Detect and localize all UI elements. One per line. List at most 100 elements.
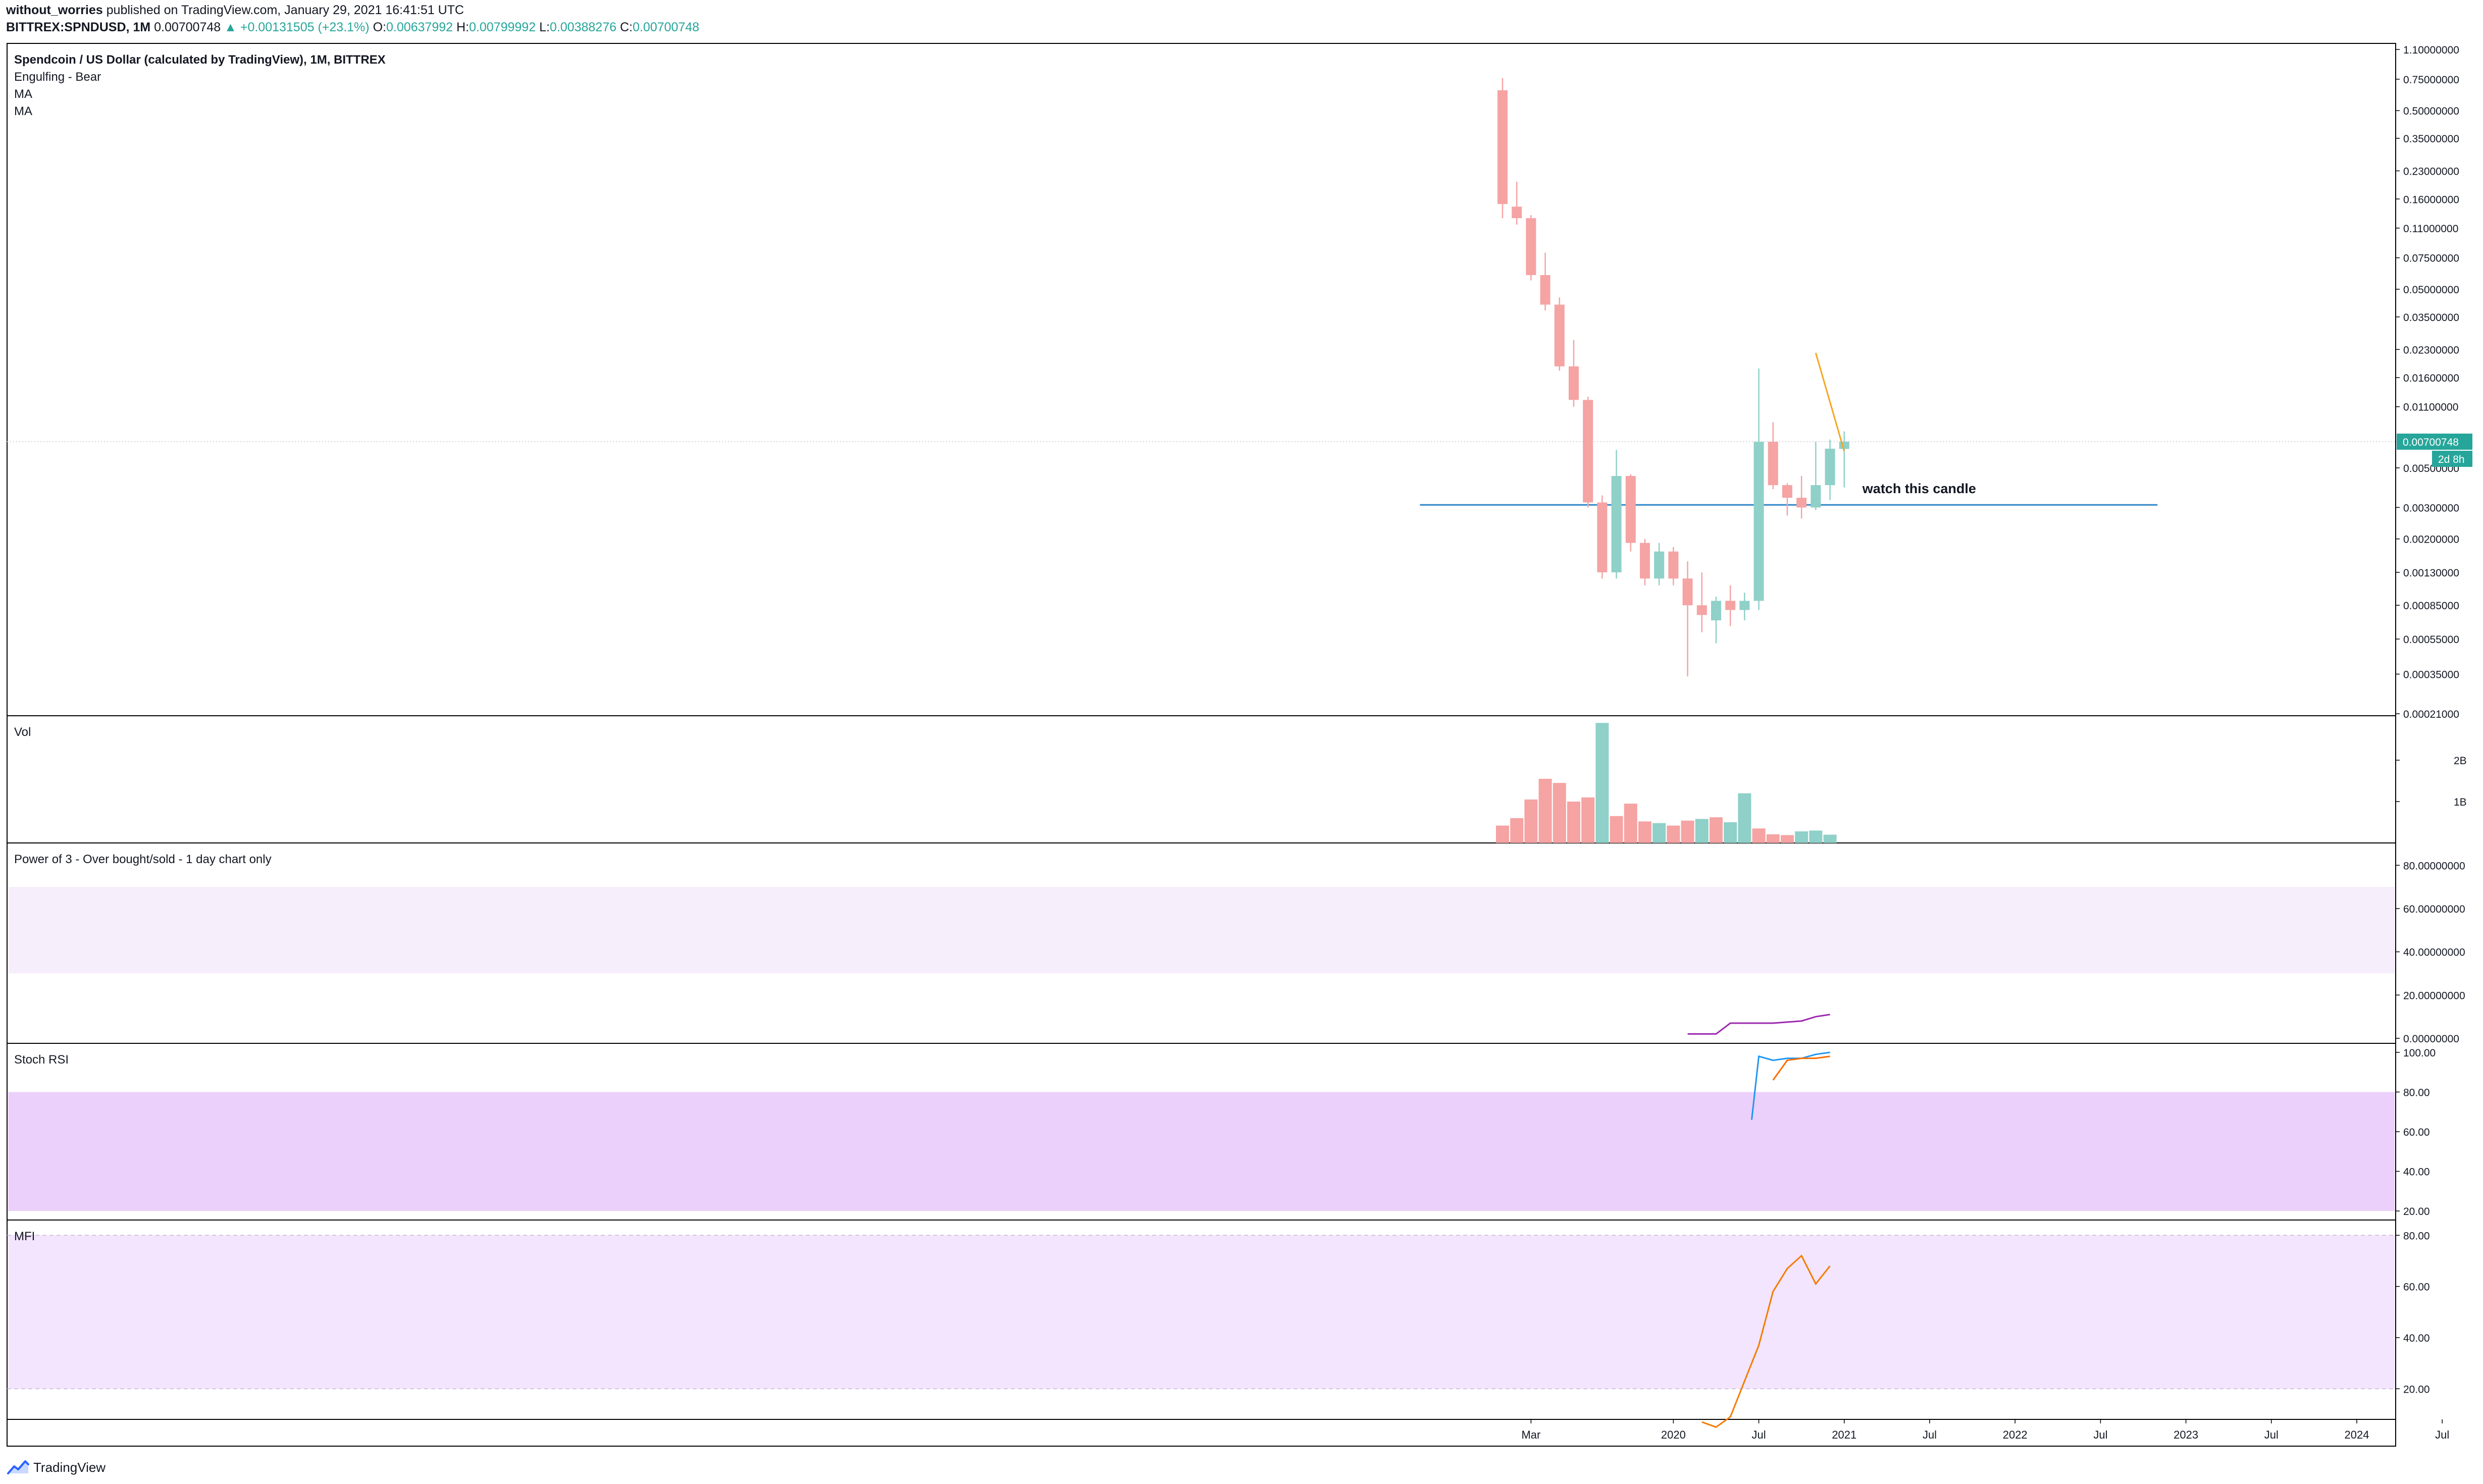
candle-body [1654,551,1665,579]
tradingview-brand[interactable]: TradingView [7,1457,106,1478]
time-axis-label: 2024 [2345,1428,2369,1441]
price-axis-label: 0.00021000 [2403,709,2459,720]
candle-body [1810,485,1821,508]
indicator-line-3-0 [1751,1051,1830,1120]
volume-bar [1496,825,1509,843]
price-axis-label: 0.50000000 [2403,105,2459,117]
time-axis-label: Jul [2264,1428,2279,1441]
price-change: +0.00131505 (+23.1%) [240,20,370,34]
volume-pane-title: Vol [14,725,31,739]
volume-bar [1567,802,1580,843]
change-arrow-icon: ▲ [224,20,237,34]
candle-body [1583,400,1593,503]
indicator-axis-label: 60.00 [2403,1282,2430,1293]
volume-bar [1823,834,1837,843]
volume-bar [1581,797,1595,843]
price-axis-label: 0.01100000 [2403,402,2458,413]
price-axis-label: 0.01600000 [2403,373,2459,384]
time-axis-label: 2021 [1832,1428,1856,1441]
candle-body [1796,498,1807,508]
indicator-axis-label: 20.00000000 [2403,990,2465,1001]
candle-body [1825,448,1835,486]
candle-body [1839,441,1849,449]
candle-body [1597,502,1608,572]
last-price: 0.00700748 [154,20,221,34]
candle-body [1696,605,1707,615]
candle-body [1768,442,1778,486]
symbol-name[interactable]: BITTREX:SPNDUSD, 1M [6,20,151,34]
volume-bar [1781,835,1794,843]
indicator-axis-label: 0.00000000 [2403,1033,2459,1045]
price-axis-label: 0.00035000 [2403,669,2459,681]
symbol-line: BITTREX:SPNDUSD, 1M 0.00700748 ▲ +0.0013… [6,20,699,35]
candle-body [1497,90,1508,204]
ma-line [1815,352,1845,452]
volume-bar [1710,817,1723,843]
volume-bar [1752,828,1766,843]
time-axis-label: Jul [2093,1428,2107,1441]
publish-line: without_worries published on TradingView… [6,3,464,18]
indicator-axis-label: 80.00000000 [2403,860,2465,872]
candle-body [1640,543,1650,579]
tradingview-logo-icon [7,1460,29,1474]
candle-body [1668,551,1679,579]
indicator-axis-label: 60.00000000 [2403,904,2465,915]
indicator-axis-label: 100.00 [2403,1047,2436,1059]
volume-bar [1595,723,1609,843]
time-axis-label: 2022 [2003,1428,2028,1441]
candle-body [1512,206,1522,219]
time-axis-label: Jul [1923,1428,1937,1441]
candle-body [1782,485,1792,498]
volume-bar [1538,778,1552,843]
countdown-tag [2432,450,2472,467]
indicator-label-2: MA [14,104,32,118]
indicator-axis-label: 40.00 [2403,1333,2430,1344]
volume-bar [1795,831,1808,843]
indicator-title-3: Stoch RSI [14,1053,69,1067]
indicator-label-1: MA [14,87,32,101]
volume-axis-label: 2B [2454,755,2467,767]
candle-body [1711,601,1721,620]
time-axis-label: Jul [1752,1428,1766,1441]
candle-body [1554,304,1565,366]
price-axis-label: 0.23000000 [2403,166,2459,177]
volume-bar [1638,821,1651,843]
volume-bar [1681,820,1694,843]
indicator-axis-label: 80.00 [2403,1087,2430,1098]
volume-bar [1809,830,1823,843]
low-label: L: [539,20,550,34]
volume-bar [1524,799,1538,843]
annotation-text: watch this candle [1862,481,1976,496]
publish-info: published on TradingView.com, January 29… [106,3,464,17]
time-axis-label: Jul [2435,1428,2449,1441]
countdown-label: 2d 8h [2438,454,2465,465]
time-axis-label: 2023 [2174,1428,2198,1441]
indicator-title-2: Power of 3 - Over bought/sold - 1 day ch… [14,853,272,866]
volume-bar [1624,804,1637,843]
indicator-title-4: MFI [14,1230,35,1243]
indicator-axis-label: 80.00 [2403,1230,2430,1242]
high-value: 0.00799992 [469,20,536,34]
candle-body [1540,275,1550,305]
candle-body [1569,366,1579,400]
price-axis-label: 0.16000000 [2403,194,2459,205]
price-axis-label: 0.75000000 [2403,74,2459,86]
price-axis-label: 0.00300000 [2403,502,2459,514]
time-axis-label: 2020 [1661,1428,1686,1441]
volume-bar [1510,818,1524,843]
indicator-line-2-0 [1687,1014,1830,1035]
candle-body [1753,442,1764,601]
candle-body [1725,601,1736,610]
high-label: H: [456,20,470,34]
time-axis-label: Mar [1521,1428,1540,1441]
author-name[interactable]: without_worries [6,3,103,17]
indicator-axis-label: 60.00 [2403,1127,2430,1138]
last-price-tag [2397,433,2472,450]
price-axis-label: 0.00200000 [2403,534,2459,546]
open-value: 0.00637992 [386,20,453,34]
price-axis-label: 0.00055000 [2403,634,2459,646]
price-axis-label: 1.10000000 [2403,44,2459,56]
price-axis-label: 0.00130000 [2403,567,2459,579]
volume-bar [1667,825,1680,843]
